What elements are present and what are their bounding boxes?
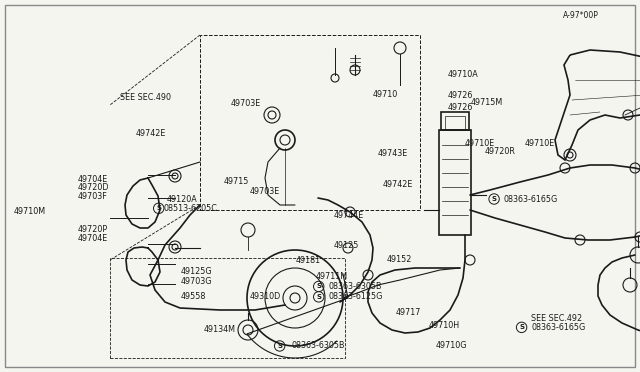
Text: S: S [492, 196, 497, 202]
Text: 49711M: 49711M [316, 272, 348, 280]
Bar [439, 130, 471, 235]
Text: 49717: 49717 [396, 308, 421, 317]
Text: SEE SEC.492: SEE SEC.492 [531, 314, 582, 323]
Bar [200, 35, 420, 210]
Text: 49710H: 49710H [429, 321, 460, 330]
Text: SEE SEC.490: SEE SEC.490 [120, 93, 172, 102]
Text: A-97*00P: A-97*00P [563, 11, 599, 20]
Text: 49120A: 49120A [166, 195, 197, 204]
Text: S: S [156, 205, 161, 211]
Text: 08363-6165G: 08363-6165G [503, 195, 557, 203]
Text: 49710: 49710 [372, 90, 397, 99]
Text: 49710G: 49710G [435, 341, 467, 350]
Bar [445, 116, 465, 130]
Text: 49710E: 49710E [465, 139, 495, 148]
Text: 08513-6205C: 08513-6205C [164, 204, 218, 213]
Bar [441, 112, 469, 130]
Bar [110, 258, 345, 358]
Text: 49742E: 49742E [136, 129, 166, 138]
Text: S: S [316, 283, 321, 289]
Text: 49720P: 49720P [78, 225, 108, 234]
Text: 49125G: 49125G [181, 267, 212, 276]
Text: 08363-6125G: 08363-6125G [328, 292, 383, 301]
Text: 49742E: 49742E [383, 180, 413, 189]
Text: 49710E: 49710E [525, 139, 555, 148]
Text: 49726: 49726 [448, 103, 474, 112]
Text: 49152: 49152 [387, 255, 412, 264]
Text: 49125: 49125 [334, 241, 360, 250]
Text: 08363-6165G: 08363-6165G [531, 323, 586, 332]
Text: 49715M: 49715M [471, 98, 503, 107]
Text: 49715: 49715 [224, 177, 250, 186]
Text: 49726: 49726 [448, 92, 474, 100]
Text: S: S [316, 294, 321, 300]
Text: 49558: 49558 [181, 292, 207, 301]
Text: 49181: 49181 [296, 256, 321, 265]
Text: 49744E: 49744E [334, 211, 364, 220]
Text: 49743E: 49743E [378, 149, 408, 158]
Text: 49710M: 49710M [14, 207, 46, 216]
Text: 49134M: 49134M [204, 325, 236, 334]
Text: 08363-6305B: 08363-6305B [291, 341, 345, 350]
Text: 49703E: 49703E [230, 99, 260, 108]
Text: 49704E: 49704E [78, 234, 108, 243]
Text: 49310D: 49310D [250, 292, 281, 301]
Text: 49703G: 49703G [181, 278, 212, 286]
Text: 49720D: 49720D [78, 183, 109, 192]
Text: 49720R: 49720R [485, 147, 516, 156]
Text: 49704E: 49704E [78, 175, 108, 184]
Text: S: S [277, 343, 282, 349]
Text: S: S [519, 324, 524, 330]
Text: 08363-6305B: 08363-6305B [328, 282, 382, 291]
Text: 49703E: 49703E [250, 187, 280, 196]
Text: 49703F: 49703F [78, 192, 108, 201]
Text: 49710A: 49710A [448, 70, 479, 79]
